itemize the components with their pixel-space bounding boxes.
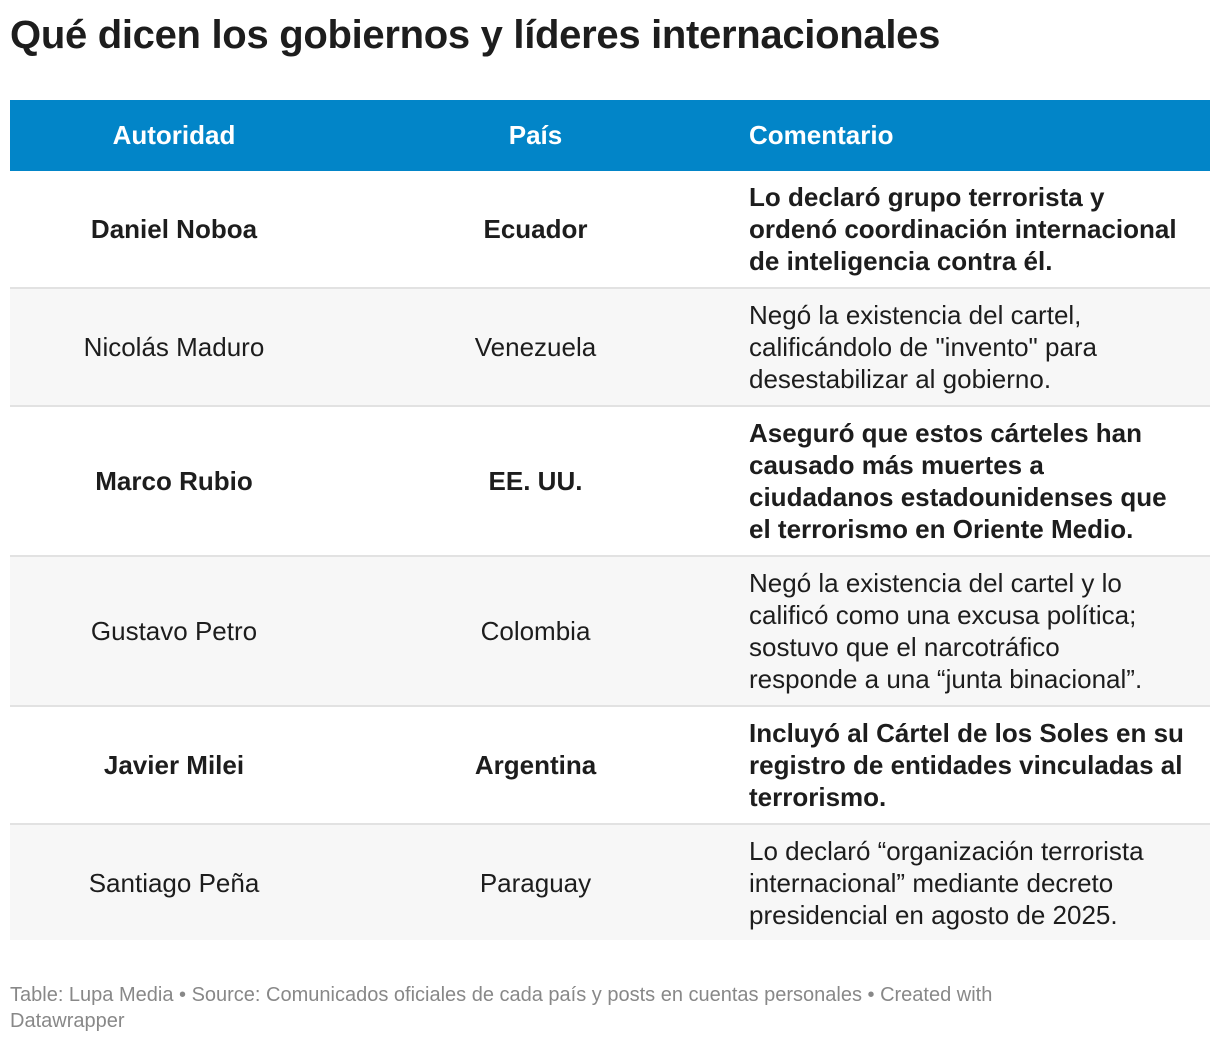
cell-comentario: Aseguró que estos cárteles han causado má…: [733, 406, 1210, 556]
source-footer: Table: Lupa Media • Source: Comunicados …: [10, 982, 1160, 1034]
comentario-line: causado más muertes a: [749, 450, 1044, 480]
table-body: Daniel Noboa Ecuador Lo declaró grupo terr…: [10, 171, 1210, 940]
comentario-line: Negó la existencia del cartel,: [749, 300, 1082, 330]
table-row: Javier Milei Argentina Incluyó al Cártel d…: [10, 706, 1210, 824]
table-row: Gustavo Petro Colombia Negó la existencia …: [10, 556, 1210, 706]
comentario-line: Negó la existencia del cartel y lo: [749, 568, 1122, 598]
cell-autoridad: Gustavo Petro: [90, 616, 258, 646]
page-title: Qué dicen los gobiernos y líderes intern…: [10, 13, 941, 57]
comentario-line: de inteligencia contra él.: [749, 246, 1053, 276]
cell-autoridad: Javier Milei: [103, 750, 245, 780]
table-row: Daniel Noboa Ecuador Lo declaró grupo terr…: [10, 171, 1210, 288]
column-header-comentario[interactable]: Comentario: [733, 100, 1210, 171]
cell-pais: Ecuador: [483, 214, 588, 244]
comentario-line: Aseguró que estos cárteles han: [749, 418, 1143, 448]
table-row: Nicolás Maduro Venezuela Negó la existenci…: [10, 288, 1210, 406]
table-row: Santiago Peña Paraguay Lo declaró “organiz…: [10, 824, 1210, 940]
comentario-line: sostuvo que el narcotráfico: [749, 632, 1060, 662]
table-row: Marco Rubio EE. UU. Aseguró que estos cárt…: [10, 406, 1210, 556]
comentario-line: terrorismo.: [749, 782, 887, 812]
cell-pais: Argentina: [474, 750, 597, 780]
cell-autoridad: Daniel Noboa: [90, 214, 258, 244]
column-header-pais[interactable]: País: [338, 100, 733, 171]
footer-line-1: Table: Lupa Media • Source: Comunicados …: [10, 984, 993, 1006]
cell-autoridad: Marco Rubio: [95, 466, 253, 496]
comentario-line: registro de entidades vinculadas al: [749, 750, 1183, 780]
cell-comentario: Lo declaró grupo terrorista y ordenó coor…: [733, 171, 1210, 288]
cell-autoridad: Santiago Peña: [88, 867, 260, 898]
comentario-line: Lo declaró grupo terrorista y: [749, 182, 1105, 212]
leaders-table: Autoridad País Comentario Daniel Noboa Ec…: [10, 100, 1210, 940]
cell-comentario: Incluyó al Cártel de los Soles en su regi…: [733, 706, 1210, 824]
comentario-line: desestabilizar al gobierno.: [749, 364, 1052, 394]
cell-pais: Colombia: [480, 616, 591, 646]
cell-pais: Venezuela: [474, 332, 597, 362]
column-header-autoridad[interactable]: Autoridad: [10, 100, 338, 171]
comentario-line: ordenó coordinación internacional: [749, 214, 1177, 244]
comentario-line: responde a una “junta binacional”.: [749, 664, 1143, 694]
comentario-line: internacional” mediante decreto: [749, 867, 1114, 898]
comentario-line: Lo declaró “organización terrorista: [749, 835, 1144, 866]
cell-comentario: Negó la existencia del cartel, calificánd…: [733, 288, 1210, 406]
footer-line-2: Datawrapper: [10, 1010, 125, 1032]
table-header-row: Autoridad País Comentario: [10, 100, 1210, 171]
cell-pais: Paraguay: [479, 867, 592, 898]
cell-comentario: Lo declaró “organización terrorista inter…: [733, 824, 1210, 940]
cell-comentario: Negó la existencia del cartel y lo califi…: [733, 556, 1210, 706]
comentario-line: Incluyó al Cártel de los Soles en su: [749, 718, 1184, 748]
cell-autoridad: Nicolás Maduro: [83, 332, 265, 362]
comentario-line: el terrorismo en Oriente Medio.: [749, 514, 1134, 544]
comentario-line: calificó como una excusa política;: [749, 600, 1137, 630]
comentario-line: presidencial en agosto de 2025.: [749, 899, 1118, 930]
comentario-line: calificándolo de "invento" para: [749, 332, 1098, 362]
cell-pais: EE. UU.: [488, 466, 583, 496]
comentario-line: ciudadanos estadounidenses que: [749, 482, 1167, 512]
